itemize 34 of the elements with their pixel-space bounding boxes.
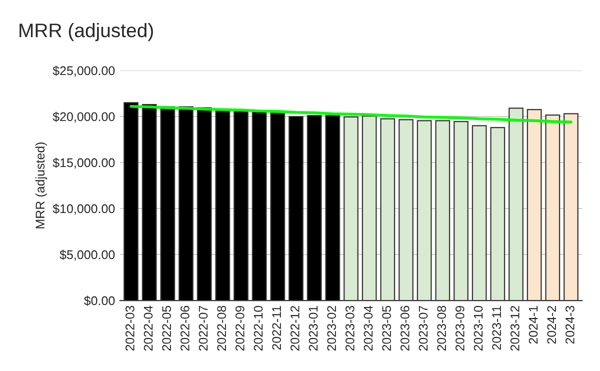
x-tick-label: 2024-2 xyxy=(547,306,556,344)
x-tick-label: 2023-04 xyxy=(364,306,373,351)
x-tick-label: 2023-11 xyxy=(492,306,502,350)
x-tick-label: 2022-04 xyxy=(144,306,153,351)
x-tick-label: 2022-10 xyxy=(254,306,263,351)
y-tick-label: $15,000.00 xyxy=(52,158,115,169)
x-tick-label: 2022-03 xyxy=(126,306,134,351)
x-tick-label: 2023-10 xyxy=(474,306,483,351)
y-tick-label: $20,000.00 xyxy=(52,112,115,123)
x-tick-label: 2022-06 xyxy=(180,306,190,351)
y-tick-label: $5,000.00 xyxy=(60,250,115,261)
x-tick-label: 2024-1 xyxy=(528,306,538,344)
x-tick-label: 2022-09 xyxy=(236,306,244,351)
x-tick-label: 2023-09 xyxy=(456,306,464,351)
x-tick-label: 2022-07 xyxy=(198,306,208,351)
x-tick-label: 2023-07 xyxy=(418,306,428,351)
x-tick-label: 2023-05 xyxy=(382,306,392,351)
line-series xyxy=(130,104,572,124)
chart-title: MRR (adjusted) xyxy=(20,23,153,42)
x-tick-label: 2022-05 xyxy=(162,306,172,351)
x-tick-label: 2022-08 xyxy=(217,306,226,351)
y-tick-label: $10,000.00 xyxy=(52,204,115,215)
x-tick-label: 2023-12 xyxy=(510,306,520,351)
x-tick-label: 2022-12 xyxy=(290,306,300,351)
x-tick-label: 2023-06 xyxy=(400,306,410,351)
x-tick-label: 2024-3 xyxy=(566,306,574,344)
x-tick-label: 2023-08 xyxy=(437,306,446,351)
x-tick-label: 2023-03 xyxy=(346,306,354,351)
x-tick-label: 2023-01 xyxy=(308,306,318,351)
y-axis-title: MRR (adjusted) xyxy=(35,142,48,228)
x-tick-label: 2023-02 xyxy=(327,306,336,351)
y-tick-label: $25,000.00 xyxy=(52,66,115,77)
y-tick-label: $0.00 xyxy=(84,296,115,306)
x-tick-label: 2022-11 xyxy=(272,306,282,350)
